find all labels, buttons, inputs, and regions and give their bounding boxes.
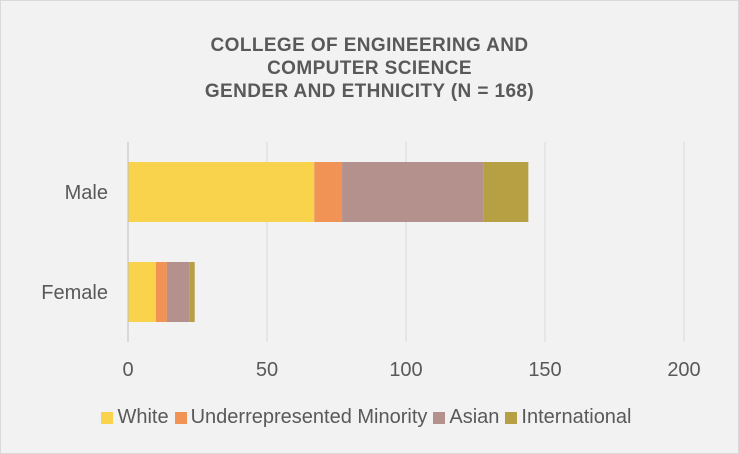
bar-male-international	[483, 162, 529, 222]
bar-male-asian	[342, 162, 484, 222]
legend-item-underrepresented-minority: Underrepresented Minority	[174, 406, 428, 429]
legend-swatch	[101, 411, 114, 424]
x-tick-label-100: 100	[389, 359, 422, 381]
legend-label: International	[521, 406, 632, 428]
chart-title-line-3: GENDER AND ETHNICITY (N = 168)	[204, 81, 535, 102]
legend-item-international: International	[505, 406, 632, 429]
legend: White Underrepresented Minority Asian Inter…	[0, 406, 739, 429]
chart-title: COLLEGE OF ENGINEERING AND COMPUTER SCIE…	[0, 34, 739, 103]
x-tick-label-50: 50	[256, 359, 278, 381]
bar-male-white	[128, 162, 315, 222]
x-axis-ticks: 0 50 100 150 200	[122, 359, 700, 381]
legend-swatch	[433, 411, 446, 424]
legend-swatch	[174, 411, 187, 424]
legend-label: White	[117, 406, 169, 428]
x-tick-label-150: 150	[528, 359, 561, 381]
x-tick-label-200: 200	[667, 359, 700, 381]
bar-female-underrepresented-minority	[155, 262, 167, 322]
bar-male-underrepresented-minority	[314, 162, 343, 222]
gridlines	[266, 142, 685, 342]
bars	[128, 162, 529, 322]
legend-item-asian: Asian	[433, 406, 499, 429]
legend-item-white: White	[101, 406, 169, 429]
x-tick-label-0: 0	[122, 359, 133, 381]
chart-title-line-1: COLLEGE OF ENGINEERING AND	[210, 35, 529, 56]
legend-label: Underrepresented Minority	[190, 406, 428, 428]
legend-label: Asian	[449, 406, 500, 428]
category-label-male: Male	[65, 182, 108, 204]
bar-female-international	[189, 262, 195, 322]
bar-female-asian	[166, 262, 190, 322]
y-axis-labels: Male Female	[41, 182, 108, 304]
category-label-female: Female	[41, 282, 108, 304]
chart-title-line-2: COMPUTER SCIENCE	[267, 58, 472, 79]
bar-female-white	[128, 262, 156, 322]
legend-swatch	[505, 411, 518, 424]
